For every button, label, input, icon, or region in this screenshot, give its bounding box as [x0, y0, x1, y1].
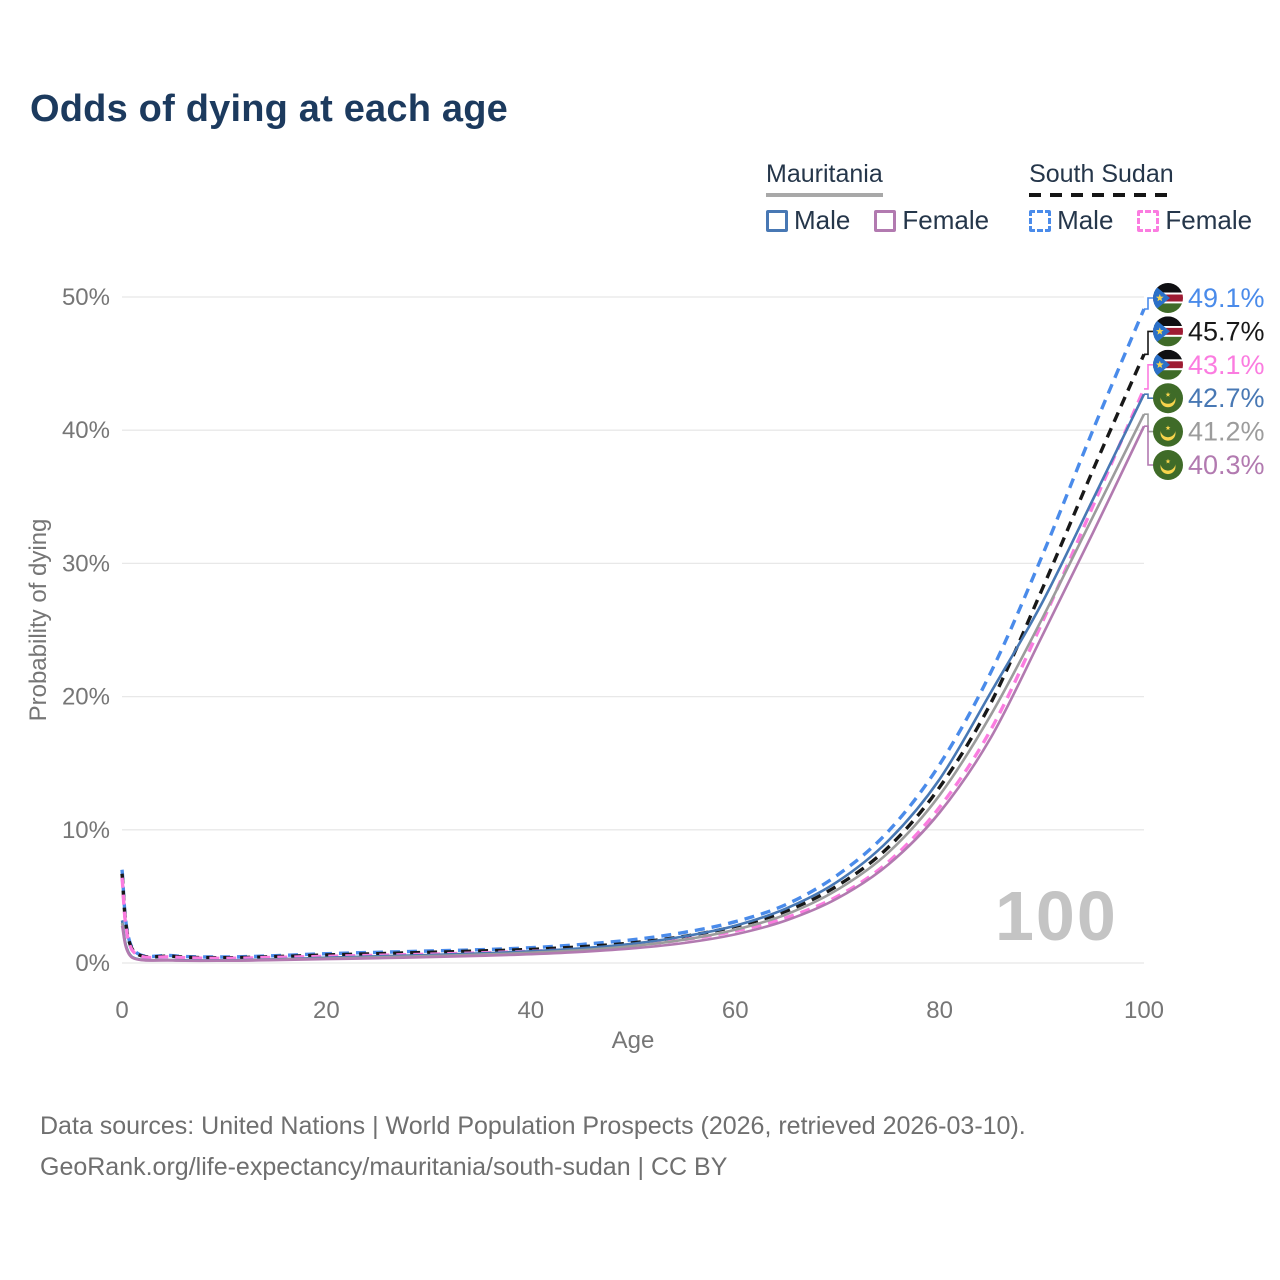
legend-entry-label: Male: [1057, 205, 1114, 235]
label-connector: [1144, 297, 1153, 310]
end-value-label-mauritania-both: 41.2%: [1188, 417, 1265, 447]
footer: Data sources: United Nations | World Pop…: [40, 1106, 1026, 1188]
mauritania-flag-icon: [1153, 416, 1183, 447]
label-connector: [1144, 425, 1153, 466]
x-tick-label: 0: [115, 997, 128, 1024]
y-tick-label: 20%: [62, 684, 110, 711]
legend-entry-label: Female: [1165, 205, 1253, 235]
legend-entry-south-sudan-male[interactable]: Male: [1029, 205, 1113, 236]
end-value-label-south-sudan-male: 49.1%: [1188, 283, 1265, 313]
y-tick-label: 40%: [62, 417, 110, 444]
series-line-south-sudan-male[interactable]: [120, 308, 1146, 959]
label-connector: [1144, 330, 1153, 356]
label-connector: [1144, 364, 1153, 390]
legend-entry-mauritania-female[interactable]: Female: [874, 205, 989, 236]
legend-swatch-icon: [1137, 209, 1160, 232]
footer-sources: Data sources: United Nations | World Pop…: [40, 1112, 1026, 1140]
legend-entry-mauritania-male[interactable]: Male: [766, 205, 850, 236]
legend-swatch-icon: [1029, 209, 1052, 232]
legend-entry-label: Female: [902, 205, 990, 235]
legend-country-mauritania[interactable]: Mauritania: [766, 160, 883, 197]
legend-entry-label: Male: [794, 205, 851, 235]
end-value-label-south-sudan-both: 45.7%: [1188, 316, 1265, 346]
x-tick-label: 20: [313, 997, 340, 1024]
end-value-label-mauritania-male: 42.7%: [1188, 383, 1265, 413]
mauritania-flag-icon: [1153, 450, 1183, 480]
x-tick-label: 80: [926, 997, 953, 1024]
south-sudan-flag-icon: [1153, 349, 1183, 380]
legend-swatch-icon: [874, 209, 897, 232]
x-tick-label: 40: [517, 997, 544, 1024]
y-tick-label: 30%: [62, 550, 110, 577]
end-value-label-mauritania-female: 40.3%: [1188, 450, 1265, 480]
series-line-mauritania-female[interactable]: [120, 425, 1146, 963]
legend-country-south-sudan[interactable]: South Sudan: [1029, 160, 1174, 197]
series-line-mauritania-male[interactable]: [120, 393, 1146, 962]
legend-group-mauritania: Mauritania Male Female: [766, 160, 989, 236]
footer-link: GeoRank.org/life-expectancy/mauritania/s…: [40, 1153, 728, 1181]
series-line-mauritania-both[interactable]: [120, 413, 1146, 963]
age-watermark: 100: [995, 877, 1118, 955]
south-sudan-flag-icon: [1153, 316, 1183, 347]
legend: Mauritania Male Female South Sudan Male: [766, 160, 1252, 236]
label-connector: [1144, 393, 1153, 399]
x-tick-label: 100: [1124, 997, 1164, 1024]
x-tick-label: 60: [722, 997, 749, 1024]
mauritania-flag-icon: [1153, 383, 1183, 414]
south-sudan-flag-icon: [1153, 283, 1183, 313]
label-connector: [1144, 413, 1153, 433]
y-tick-label: 50%: [62, 284, 110, 311]
legend-swatch-icon: [766, 209, 788, 232]
x-axis-title: Age: [612, 1027, 655, 1054]
end-value-label-south-sudan-female: 43.1%: [1188, 350, 1265, 380]
chart-title: Odds of dying at each age: [30, 88, 508, 130]
series-line-south-sudan-both[interactable]: [120, 353, 1146, 960]
y-axis-title: Probability of dying: [25, 519, 52, 722]
y-tick-label: 10%: [62, 817, 110, 844]
legend-group-south-sudan: South Sudan Male Female: [1029, 160, 1252, 236]
legend-entry-south-sudan-female[interactable]: Female: [1137, 205, 1252, 236]
y-tick-label: 0%: [75, 950, 110, 977]
